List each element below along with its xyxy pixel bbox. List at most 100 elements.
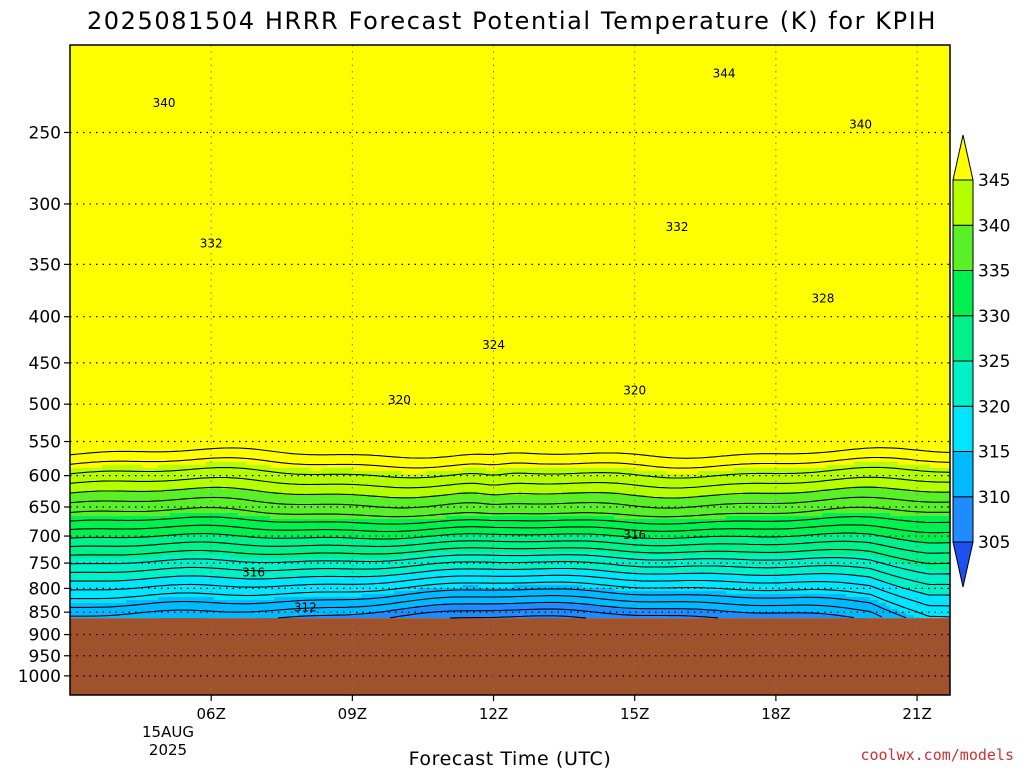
band-cell: [610, 516, 615, 538]
band-cell: [786, 492, 791, 517]
band-cell: [886, 606, 891, 619]
band-cell: [154, 468, 159, 493]
band-cell: [494, 45, 499, 472]
band-cell: [510, 495, 515, 517]
band-cell: [306, 558, 311, 577]
band-cell: [282, 597, 287, 619]
band-cell: [746, 492, 751, 517]
band-cell: [134, 492, 139, 517]
band-cell: [494, 570, 499, 589]
band-cell: [694, 555, 699, 574]
band-cell: [402, 591, 407, 610]
band-cell: [858, 45, 863, 463]
band-cell: [414, 573, 419, 592]
band-cell: [118, 558, 123, 583]
band-cell: [430, 471, 435, 496]
credit-link[interactable]: coolwx.com/models: [860, 746, 1014, 764]
band-cell: [702, 537, 707, 556]
band-cell: [118, 45, 123, 466]
band-cell: [518, 516, 523, 535]
band-cell: [810, 534, 815, 556]
band-cell: [182, 555, 187, 577]
band-cell: [418, 588, 423, 607]
band-cell: [646, 471, 651, 499]
band-cell: [338, 519, 343, 538]
band-cell: [206, 462, 211, 490]
band-cell: [574, 585, 579, 604]
contour-330: [69, 532, 950, 544]
band-cell: [338, 45, 343, 469]
band-cell: [318, 45, 323, 472]
band-cell: [906, 588, 911, 616]
band-cell: [606, 492, 611, 517]
band-cell: [326, 537, 331, 559]
band-cell: [518, 492, 523, 517]
band-cell: [694, 519, 699, 538]
band-cell: [362, 495, 367, 520]
band-cell: [698, 573, 703, 592]
band-cell: [138, 558, 143, 580]
band-cell: [834, 465, 839, 490]
band-cell: [794, 555, 799, 577]
band-cell: [650, 471, 655, 499]
colorbar-label: 335: [978, 262, 1010, 282]
band-cell: [282, 45, 287, 469]
band-cell: [638, 471, 643, 496]
band-cell: [282, 558, 287, 580]
band-cell: [834, 534, 839, 556]
band-cell: [318, 471, 323, 496]
band-cell: [546, 585, 551, 604]
band-cell: [806, 45, 811, 469]
band-cell: [742, 45, 747, 469]
band-cell: [450, 471, 455, 496]
band-cell: [578, 516, 583, 535]
band-cell: [246, 465, 251, 490]
band-cell: [450, 45, 455, 472]
band-cell: [414, 606, 419, 619]
band-cell: [90, 492, 95, 517]
band-cell: [898, 540, 903, 565]
band-cell: [78, 603, 83, 619]
band-cell: [478, 45, 483, 469]
band-cell: [738, 555, 743, 577]
band-cell: [322, 45, 327, 469]
band-cell: [682, 573, 687, 592]
colorbar-swatch: [952, 270, 974, 317]
band-cell: [258, 465, 263, 493]
band-cell: [750, 516, 755, 538]
band-cell: [754, 468, 759, 493]
band-cell: [790, 555, 795, 577]
band-cell: [190, 597, 195, 619]
band-cell: [678, 474, 683, 499]
band-cell: [606, 606, 611, 619]
band-cell: [670, 537, 675, 556]
band-cell: [470, 585, 475, 604]
band-cell: [330, 576, 335, 598]
band-cell: [478, 534, 483, 553]
band-cell: [330, 537, 335, 559]
y-tick-label: 950: [29, 647, 61, 667]
band-cell: [94, 468, 99, 493]
band-cell: [114, 45, 119, 466]
band-cell: [838, 573, 843, 595]
band-cell: [342, 597, 347, 616]
band-cell: [862, 513, 867, 535]
band-cell: [230, 462, 235, 490]
band-cell: [534, 516, 539, 535]
band-cell: [518, 468, 523, 493]
band-cell: [690, 537, 695, 556]
band-cell: [478, 570, 483, 589]
band-cell: [738, 576, 743, 595]
band-cell: [842, 489, 847, 514]
band-cell: [582, 45, 587, 469]
band-cell: [134, 537, 139, 559]
band-cell: [414, 474, 419, 499]
band-cell: [874, 600, 879, 619]
band-cell: [406, 498, 411, 520]
band-cell: [818, 594, 823, 616]
band-cell: [806, 516, 811, 535]
band-cell: [210, 597, 215, 619]
band-cell: [662, 555, 667, 574]
band-cell: [286, 519, 291, 538]
band-cell: [746, 612, 751, 619]
